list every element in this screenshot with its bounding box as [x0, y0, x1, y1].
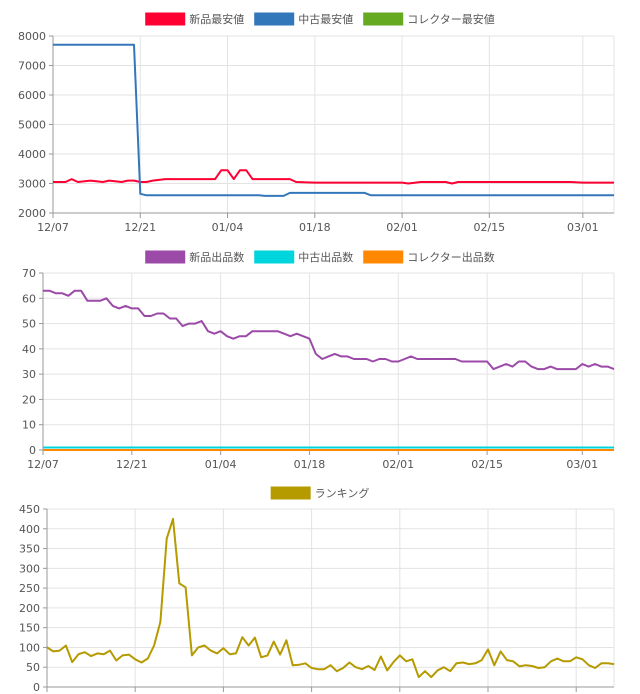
x-tick-label: 12/21 — [124, 221, 156, 234]
legend-label: 新品出品数 — [189, 250, 244, 264]
legend: 新品最安値 中古最安値 コレクター最安値 — [145, 12, 495, 26]
y-tick-label: 20 — [22, 393, 36, 406]
y-tick-label: 40 — [22, 343, 36, 356]
series-line-1 — [53, 169, 614, 185]
chart-1: 2000 3000 4000 5000 6000 7000 8000 12/07 12/21 01… — [18, 12, 615, 234]
legend-swatch — [363, 250, 404, 264]
y-tick-label: 200 — [19, 602, 40, 615]
legend-swatch — [145, 12, 186, 26]
y-tick-label: 30 — [22, 368, 36, 381]
y-tick-label: 60 — [22, 292, 36, 305]
chart-2: 0 10 20 30 40 50 60 70 12/07 12/21 01/04 01/18 02/01… — [22, 250, 615, 471]
x-tick-label: 02/15 — [473, 221, 505, 234]
x-tick-label: 03/01 — [566, 458, 598, 471]
x-tick-label: 01/04 — [212, 221, 244, 234]
chart-3: 0 50 100 150 200 250 300 350 400 450 ランキング — [19, 486, 615, 694]
y-tick-label: 8000 — [18, 30, 46, 43]
x-tick-label: 02/15 — [471, 458, 503, 471]
y-tick-label: 6000 — [18, 89, 46, 102]
x-tick-label: 01/18 — [299, 221, 331, 234]
x-tick-label: 02/01 — [382, 458, 414, 471]
legend-swatch — [270, 486, 311, 500]
legend-swatch — [363, 12, 404, 26]
y-tick-label: 0 — [33, 681, 40, 694]
x-tick-label: 03/01 — [567, 221, 599, 234]
x-tick-label: 12/07 — [37, 221, 69, 234]
legend-item-2: 中古最安値 — [254, 12, 353, 26]
y-tick-label: 150 — [19, 622, 40, 635]
legend-item-1: ランキング — [270, 486, 370, 500]
legend-label: 中古最安値 — [298, 12, 353, 26]
x-tick-label: 12/21 — [116, 458, 148, 471]
y-tick-label: 450 — [19, 503, 40, 516]
x-tick-label: 12/07 — [27, 458, 59, 471]
series-line-2 — [53, 43, 614, 197]
y-tick-label: 250 — [19, 582, 40, 595]
y-tick-label: 50 — [26, 661, 40, 674]
x-tick-label: 02/01 — [386, 221, 418, 234]
legend: 新品出品数 中古出品数 コレクター出品数 — [145, 250, 495, 264]
legend-swatch — [254, 12, 295, 26]
y-tick-label: 400 — [19, 523, 40, 536]
legend-label: コレクター最安値 — [407, 12, 495, 26]
legend-item-2: 中古出品数 — [254, 250, 353, 264]
legend-item-3: コレクター最安値 — [363, 12, 495, 26]
legend-swatch — [254, 250, 295, 264]
legend-label: 新品最安値 — [189, 12, 244, 26]
y-tick-label: 300 — [19, 562, 40, 575]
legend-label: コレクター出品数 — [407, 250, 495, 264]
y-tick-label: 7000 — [18, 60, 46, 73]
series-line-1 — [43, 289, 615, 371]
x-tick-label: 01/04 — [205, 458, 237, 471]
legend-item-3: コレクター出品数 — [363, 250, 495, 264]
legend: ランキング — [270, 486, 370, 500]
y-tick-label: 100 — [19, 641, 40, 654]
y-tick-label: 2000 — [18, 207, 46, 220]
y-tick-label: 70 — [22, 267, 36, 280]
legend-swatch — [145, 250, 186, 264]
y-tick-label: 0 — [29, 444, 36, 457]
series-line-1 — [46, 517, 615, 679]
legend-label: 中古出品数 — [298, 250, 353, 264]
y-tick-label: 50 — [22, 318, 36, 331]
y-tick-label: 4000 — [18, 148, 46, 161]
y-tick-label: 3000 — [18, 178, 46, 191]
legend-label: ランキング — [315, 486, 370, 500]
y-tick-label: 10 — [22, 419, 36, 432]
legend-item-1: 新品最安値 — [145, 12, 244, 26]
x-tick-label: 01/18 — [294, 458, 326, 471]
y-tick-label: 5000 — [18, 119, 46, 132]
y-tick-label: 350 — [19, 543, 40, 556]
legend-item-1: 新品出品数 — [145, 250, 244, 264]
